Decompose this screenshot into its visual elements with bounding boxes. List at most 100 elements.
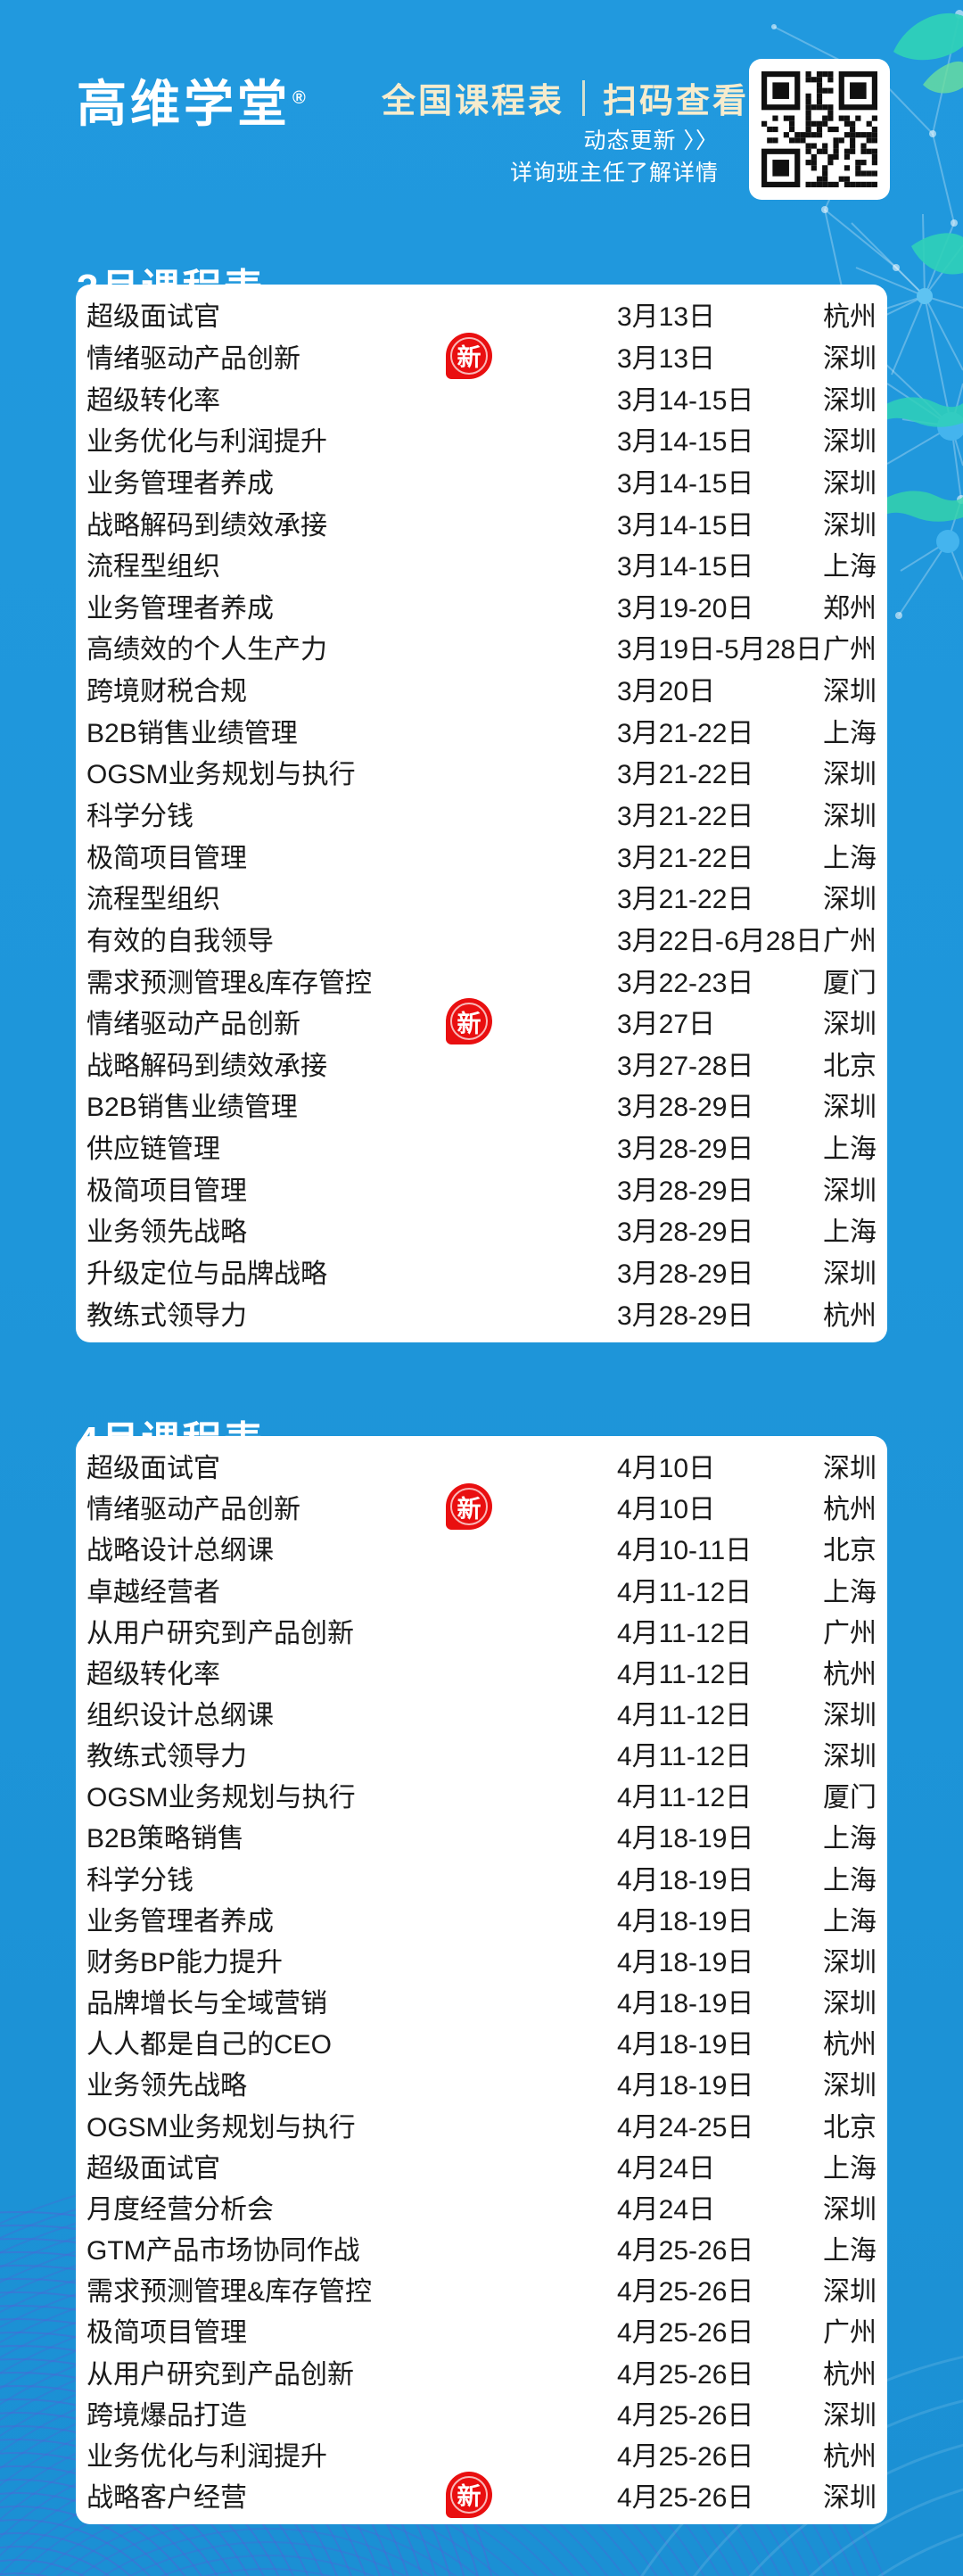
headline-right: 扫码查看 <box>603 83 750 120</box>
course-date: 4月11-12日 <box>617 1742 753 1772</box>
course-row: 超级面试官 4月24日 上海 <box>76 2145 887 2186</box>
course-city: 深圳 <box>823 1947 877 1977</box>
course-row: 超级转化率 3月14-15日 深圳 <box>76 376 887 418</box>
course-city: 深圳 <box>823 1701 877 1731</box>
course-date: 3月22日-6月28日 <box>617 926 823 956</box>
course-date: 3月13日 <box>617 343 716 374</box>
course-row: 月度经营分析会 4月24日 深圳 <box>76 2186 887 2227</box>
course-row: B2B销售业绩管理 3月21-22日 上海 <box>76 709 887 751</box>
course-row: 业务管理者养成 4月18-19日 上海 <box>76 1898 887 1939</box>
course-city: 广州 <box>823 926 877 956</box>
new-badge: 新 <box>446 1483 492 1531</box>
course-row: 需求预测管理&库存管控 4月25-26日 深圳 <box>76 2268 887 2309</box>
course-date: 3月14-15日 <box>617 510 754 541</box>
course-date: 4月10日 <box>617 1495 716 1525</box>
course-date: 4月18-19日 <box>617 1947 754 1977</box>
course-date: 3月28-29日 <box>617 1259 754 1290</box>
network-node-large <box>917 288 933 304</box>
qr-code <box>749 59 890 200</box>
course-date: 3月20日 <box>617 677 716 707</box>
course-date: 4月25-26日 <box>617 2400 754 2431</box>
course-date: 3月28-29日 <box>617 1300 754 1331</box>
course-row: 业务优化与利润提升 3月14-15日 深圳 <box>76 418 887 460</box>
course-row: 极简项目管理 3月21-22日 上海 <box>76 834 887 876</box>
course-row: 高绩效的个人生产力 3月19日-5月28日 广州 <box>76 626 887 668</box>
course-row: 卓越经营者 4月11-12日 上海 <box>76 1568 887 1609</box>
course-row: 跨境爆品打造 4月25-26日 深圳 <box>76 2392 887 2433</box>
course-city: 深圳 <box>823 2482 877 2513</box>
new-badge: 新 <box>446 2471 492 2518</box>
course-city: 深圳 <box>823 2277 877 2308</box>
course-city: 上海 <box>823 2153 877 2184</box>
headline: 全国课程表 扫码查看 <box>382 73 749 122</box>
course-row: 从用户研究到产品创新 4月11-12日 广州 <box>76 1610 887 1651</box>
course-name: 战略解码到绩效承接 <box>86 510 327 541</box>
course-date: 4月11-12日 <box>617 1577 753 1607</box>
course-row: OGSM业务规划与执行 3月21-22日 深圳 <box>76 751 887 793</box>
course-name: 流程型组织 <box>86 885 220 915</box>
course-date: 4月25-26日 <box>617 2441 754 2472</box>
course-name: 超级面试官 <box>86 2153 220 2184</box>
course-name: OGSM业务规划与执行 <box>86 1783 356 1813</box>
course-row: 有效的自我领导 3月22日-6月28日 广州 <box>76 918 887 960</box>
course-name: 教练式领导力 <box>86 1742 247 1772</box>
course-date: 4月24日 <box>617 2153 716 2184</box>
course-date: 3月14-15日 <box>617 552 754 582</box>
course-row: 情绪驱动产品创新 新 4月10日 杭州 <box>76 1483 887 1531</box>
course-city: 深圳 <box>823 427 877 458</box>
course-name: 超级转化率 <box>86 385 220 416</box>
course-date: 3月27-28日 <box>617 1051 754 1081</box>
course-name: 业务领先战略 <box>86 2071 247 2101</box>
course-city: 深圳 <box>823 343 877 374</box>
course-date: 4月25-26日 <box>617 2318 754 2349</box>
course-date: 3月19-20日 <box>617 593 754 623</box>
course-date: 4月25-26日 <box>617 2482 754 2513</box>
course-row: 组织设计总纲课 4月11-12日 深圳 <box>76 1692 887 1733</box>
course-row: 升级定位与品牌战略 3月28-29日 深圳 <box>76 1251 887 1292</box>
course-city: 深圳 <box>823 1093 877 1123</box>
course-city: 上海 <box>823 2236 877 2266</box>
march-course-table: 超级面试官 3月13日 杭州 情绪驱动产品创新新 3月13日 深圳 超级转化率 3月14-15… <box>76 285 887 1342</box>
course-city: 上海 <box>823 843 877 873</box>
course-name: 卓越经营者 <box>86 1577 220 1607</box>
course-date: 4月11-12日 <box>617 1659 753 1689</box>
course-row: 教练式领导力 3月28-29日 杭州 <box>76 1292 887 1333</box>
course-city: 深圳 <box>823 385 877 416</box>
course-name: 跨境爆品打造 <box>86 2400 247 2431</box>
course-name: 情绪驱动产品创新 <box>86 1495 300 1525</box>
course-row: 战略解码到绩效承接 3月14-15日 深圳 <box>76 501 887 543</box>
course-city: 深圳 <box>823 2400 877 2431</box>
course-name: 需求预测管理&库存管控 <box>86 968 373 998</box>
course-city: 杭州 <box>823 1300 877 1331</box>
course-date: 4月18-19日 <box>617 1865 754 1895</box>
brand-logo-text: 高维学堂 <box>77 76 291 132</box>
course-name: 业务管理者养成 <box>86 593 274 623</box>
course-city: 深圳 <box>823 1454 877 1484</box>
course-row: GTM产品市场协同作战 4月25-26日 上海 <box>76 2227 887 2268</box>
course-city: 深圳 <box>823 677 877 707</box>
course-date: 4月11-12日 <box>617 1783 753 1813</box>
course-city: 深圳 <box>823 468 877 499</box>
course-city: 广州 <box>823 1618 877 1648</box>
course-name: B2B销售业绩管理 <box>86 718 298 748</box>
course-name: 教练式领导力 <box>86 1300 247 1331</box>
course-city: 上海 <box>823 1577 877 1607</box>
course-name: 超级转化率 <box>86 1659 220 1689</box>
course-date: 3月28-29日 <box>617 1218 754 1248</box>
course-date: 4月18-19日 <box>617 1824 754 1854</box>
course-date: 3月13日 <box>617 302 716 333</box>
course-city: 上海 <box>823 1865 877 1895</box>
course-date: 3月28-29日 <box>617 1176 754 1206</box>
course-city: 深圳 <box>823 2194 877 2225</box>
course-city: 上海 <box>823 1135 877 1165</box>
course-name: GTM产品市场协同作战 <box>86 2236 360 2266</box>
course-name: 情绪驱动产品创新 <box>86 343 300 374</box>
course-date: 3月21-22日 <box>617 718 754 748</box>
course-name: 业务管理者养成 <box>86 468 274 499</box>
course-city: 北京 <box>823 1536 877 1566</box>
course-city: 广州 <box>823 635 877 665</box>
qr-code-icon <box>761 71 877 187</box>
course-row: B2B销售业绩管理 3月28-29日 深圳 <box>76 1084 887 1126</box>
course-city: 深圳 <box>823 1010 877 1040</box>
